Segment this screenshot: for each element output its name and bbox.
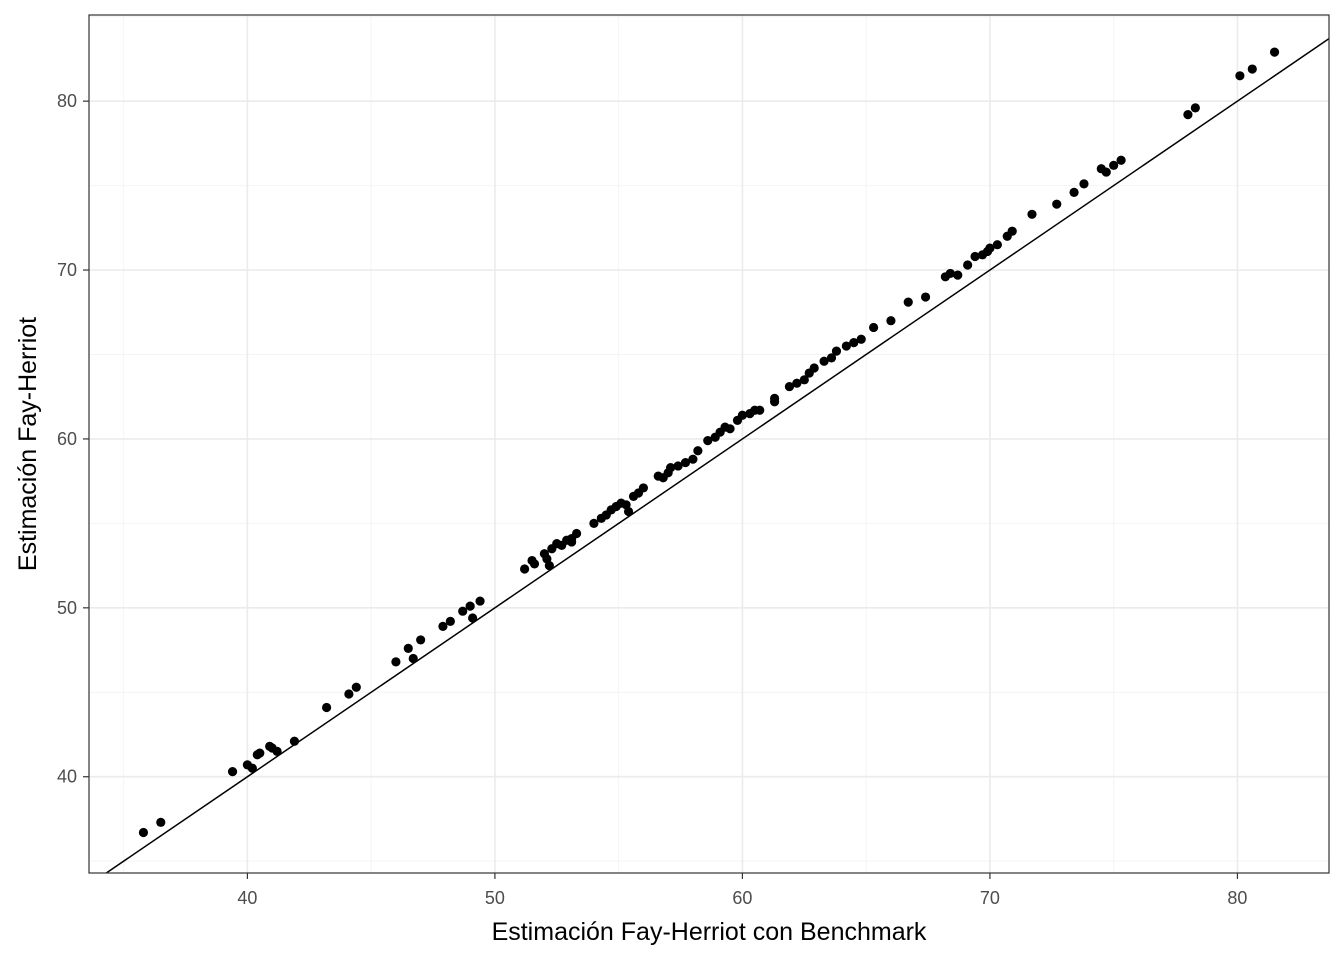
- data-point: [475, 596, 485, 606]
- data-point: [841, 341, 851, 351]
- data-point: [963, 260, 973, 270]
- x-axis-title: Estimación Fay-Herriot con Benchmark: [492, 918, 927, 946]
- reference-line: [105, 38, 1330, 874]
- data-point: [886, 316, 896, 326]
- x-tick-label: 40: [237, 888, 257, 908]
- y-tick-label: 60: [57, 429, 77, 449]
- data-point: [953, 270, 963, 280]
- data-point: [737, 410, 748, 420]
- data-point: [465, 601, 475, 611]
- data-point: [992, 240, 1002, 250]
- data-point: [623, 506, 634, 517]
- data-point: [688, 454, 698, 464]
- data-point: [868, 322, 879, 333]
- panel-border: [88, 14, 1330, 874]
- data-point: [1007, 226, 1017, 236]
- data-point: [903, 297, 913, 307]
- data-point: [1069, 187, 1079, 197]
- data-point: [156, 817, 166, 827]
- x-axis-ticks: 40 50 60 70 80: [237, 873, 1247, 908]
- data-point: [831, 346, 842, 356]
- data-point: [138, 827, 149, 838]
- data-point: [1235, 71, 1245, 81]
- y-tick-label: 40: [57, 767, 77, 787]
- y-axis-title: Estimación Fay-Herriot: [14, 317, 42, 571]
- data-point: [520, 564, 530, 574]
- data-point: [849, 338, 859, 348]
- data-point: [826, 353, 837, 363]
- data-point: [703, 436, 713, 446]
- data-point: [638, 483, 649, 493]
- data-point: [792, 378, 802, 388]
- data-point: [1052, 199, 1062, 209]
- data-point: [589, 518, 599, 528]
- data-point: [1269, 47, 1280, 57]
- data-point: [755, 405, 765, 415]
- data-point: [289, 736, 300, 746]
- data-point: [351, 682, 361, 692]
- data-point: [1109, 160, 1119, 170]
- minor-grid: [89, 15, 1329, 873]
- data-point: [1247, 64, 1257, 74]
- data-point: [1079, 179, 1089, 189]
- y-tick-label: 80: [57, 91, 77, 111]
- data-point: [799, 375, 809, 385]
- data-point: [725, 424, 735, 434]
- x-tick-label: 60: [732, 888, 752, 908]
- data-point: [920, 292, 931, 302]
- data-point: [673, 461, 683, 471]
- data-point: [391, 657, 401, 667]
- data-point: [529, 559, 540, 569]
- data-point: [1183, 110, 1193, 120]
- data-point: [247, 763, 257, 773]
- data-point: [769, 397, 780, 407]
- data-point: [227, 767, 238, 777]
- data-point: [856, 334, 866, 344]
- data-point: [1101, 167, 1111, 177]
- data-point: [416, 635, 426, 645]
- reference-line-layer: [105, 38, 1330, 874]
- data-point: [784, 381, 795, 392]
- major-grid: [89, 15, 1329, 873]
- data-point: [567, 533, 577, 544]
- data-point: [542, 554, 552, 564]
- data-point: [438, 621, 448, 632]
- y-axis-ticks: 40 50 60 70 80: [57, 91, 89, 787]
- data-point: [468, 613, 478, 623]
- x-tick-label: 50: [485, 888, 505, 908]
- data-point: [255, 748, 265, 758]
- data-points: [138, 47, 1280, 838]
- data-point: [985, 243, 995, 253]
- x-tick-label: 70: [980, 888, 1000, 908]
- data-point: [809, 363, 819, 373]
- data-point: [693, 446, 703, 456]
- data-point: [680, 457, 691, 468]
- data-point: [970, 251, 980, 262]
- data-point: [945, 268, 955, 279]
- data-point: [344, 689, 354, 699]
- x-tick-label: 80: [1227, 888, 1247, 908]
- data-point: [1190, 103, 1200, 113]
- data-point: [272, 746, 282, 756]
- y-tick-label: 70: [57, 260, 77, 280]
- data-point: [1116, 155, 1126, 165]
- data-point: [403, 643, 413, 653]
- data-point: [819, 356, 829, 366]
- data-point: [1027, 209, 1037, 219]
- y-tick-label: 50: [57, 598, 77, 618]
- data-point: [458, 606, 468, 616]
- data-point: [666, 463, 676, 473]
- data-point: [445, 616, 455, 626]
- data-point: [322, 702, 332, 713]
- data-point: [408, 653, 418, 664]
